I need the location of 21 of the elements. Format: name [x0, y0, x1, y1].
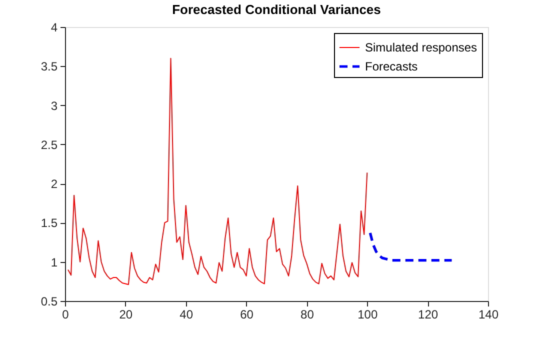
chart-title: Forecasted Conditional Variances	[172, 2, 381, 17]
line-series	[68, 58, 368, 286]
y-tick-label: 4	[50, 20, 58, 34]
line-series	[368, 232, 454, 262]
legend-label: Simulated responses	[365, 40, 478, 54]
x-tick-label: 80	[300, 308, 314, 322]
x-tick-label: 0	[62, 308, 70, 322]
x-tick-label: 140	[478, 308, 499, 322]
x-tick-label: 20	[119, 308, 133, 322]
x-tick-label: 60	[240, 308, 254, 322]
x-tick-label: 120	[418, 308, 438, 322]
y-tick-label: 1	[50, 255, 58, 270]
y-tick-label: 2.5	[40, 138, 58, 152]
x-tick-label: 40	[180, 308, 194, 322]
y-tick-label: 0.5	[40, 294, 58, 308]
y-tick-label: 2	[50, 177, 58, 192]
y-tick-label: 3	[50, 98, 58, 113]
y-tick-label: 3.5	[40, 60, 58, 74]
y-tick-label: 1.5	[40, 216, 58, 230]
legend-label: Forecasts	[365, 60, 418, 74]
x-tick-label: 100	[358, 308, 378, 322]
